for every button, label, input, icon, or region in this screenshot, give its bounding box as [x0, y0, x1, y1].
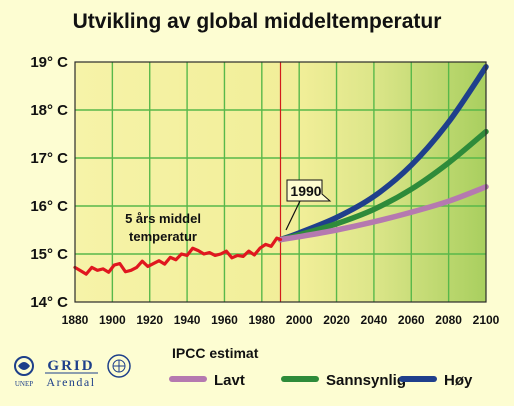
unep-logo-text: UNEP — [15, 380, 33, 388]
x-tick-label: 1940 — [174, 313, 201, 327]
series-layer — [73, 64, 489, 276]
grid-logo-text: GRID — [47, 358, 94, 374]
x-tick-label: 1880 — [62, 313, 89, 327]
historical-annotation-line-2: temperatur — [129, 229, 197, 244]
x-tick-label: 1960 — [211, 313, 238, 327]
un-emblem-icon — [107, 354, 131, 378]
plot-frame — [74, 61, 487, 303]
year-callout-pointer — [285, 200, 301, 231]
grid-arendal-logo: GRID Arendal — [45, 358, 98, 389]
y-tick-label: 15° C — [30, 246, 68, 263]
x-tick-label: 1900 — [99, 313, 126, 327]
year-callout-box — [286, 179, 332, 202]
y-tick-label: 19° C — [30, 54, 68, 71]
year-callout-label: 1990 — [290, 183, 321, 199]
y-axis-ticks: 14° C 15° C 16° C 17° C 18° C 19° C — [30, 54, 68, 311]
y-tick-label: 18° C — [30, 102, 68, 119]
series-historical-line — [73, 236, 283, 276]
x-tick-label: 2060 — [398, 313, 425, 327]
legend-title: IPCC estimat — [172, 345, 259, 361]
x-tick-label: 2100 — [473, 313, 500, 327]
legend-label-low: Lavt — [214, 372, 245, 389]
unep-logo: UNEP — [14, 356, 34, 388]
year-callout: 1990 — [285, 179, 332, 231]
legend-label-likely: Sannsynlig — [326, 372, 406, 389]
arendal-logo-text: Arendal — [46, 375, 95, 389]
x-tick-label: 2040 — [361, 313, 388, 327]
unep-emblem-icon — [14, 356, 34, 376]
x-tick-label: 2080 — [435, 313, 462, 327]
x-tick-label: 1920 — [136, 313, 163, 327]
legend-label-high: Høy — [444, 372, 473, 389]
un-logo — [107, 354, 131, 378]
legend: Lavt Sannsynlig Høy — [169, 372, 473, 389]
unep-leaf-icon — [18, 362, 30, 370]
historical-annotation-line-1: 5 års middel — [125, 211, 201, 226]
x-axis-ticks: 1880 1900 1920 1940 1960 1980 2000 2020 2040 2060… — [62, 313, 500, 327]
y-tick-label: 14° C — [30, 294, 68, 311]
y-tick-label: 17° C — [30, 150, 68, 167]
y-tick-label: 16° C — [30, 198, 68, 215]
x-tick-label: 2000 — [286, 313, 313, 327]
x-tick-label: 1980 — [248, 313, 275, 327]
chart-title: Utvikling av global middeltemperatur — [73, 10, 442, 33]
x-tick-label: 2020 — [323, 313, 350, 327]
